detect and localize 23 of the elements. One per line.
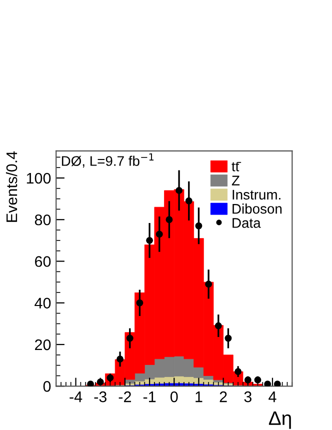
x-axis-title: Δη	[268, 412, 291, 429]
x-tick-label: 4	[268, 392, 276, 402]
y-tick-label: 0	[43, 381, 51, 392]
legend-label: Data	[232, 218, 261, 228]
x-tick-label: 3	[244, 391, 252, 402]
y-axis-title: Events/0.4	[6, 151, 18, 222]
x-tick-label: -4	[70, 392, 82, 402]
x-tick-label: -2	[118, 391, 131, 402]
legend-label: tt̄	[232, 162, 242, 172]
y-tick-label: 100	[26, 172, 51, 184]
legend-label: Instrum.	[232, 190, 280, 200]
x-tick-label: -3	[94, 391, 106, 402]
x-tick-label: -1	[143, 392, 156, 402]
x-tick-label: 0	[170, 391, 178, 402]
y-tick-label: 40	[34, 298, 51, 309]
x-tick-label: 1	[196, 392, 202, 402]
annotation: DØ, L=9.7 fb$^{−1}$	[62, 153, 154, 168]
y-tick-label: 20	[35, 339, 51, 350]
x-tick-label: 2	[220, 391, 227, 402]
legend-label: Z	[232, 176, 240, 186]
legend-label: Diboson	[232, 204, 282, 214]
y-tick-label: 60	[35, 256, 51, 267]
y-tick-label: 80	[34, 214, 51, 226]
